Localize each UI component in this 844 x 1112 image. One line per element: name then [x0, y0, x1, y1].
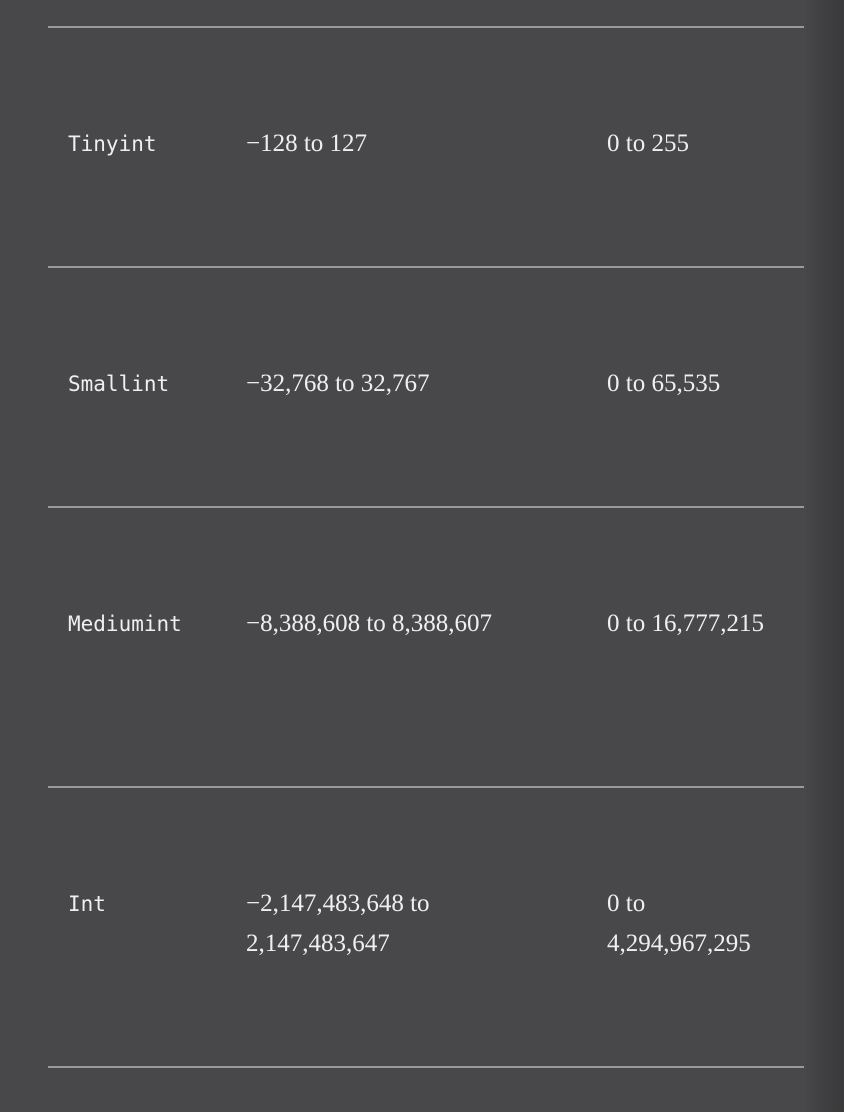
unsigned-range-cell: 0 to 65,535 — [607, 370, 721, 397]
signed-range-cell: −128 to 127 — [246, 130, 368, 157]
signed-range-cell: −8,388,608 to 8,388,607 — [246, 610, 493, 637]
type-cell: Tinyint — [68, 132, 157, 156]
right-edge-shadow — [804, 0, 844, 1112]
signed-range-cell: −32,768 to 32,767 — [246, 370, 430, 397]
unsigned-range-cell: 0 to 16,777,215 — [607, 610, 764, 637]
table-row: Smallint −32,768 to 32,767 0 to 65,535 — [48, 268, 804, 508]
unsigned-range-cell: 0 to 255 — [607, 130, 689, 157]
table-top-rule — [48, 26, 804, 28]
type-cell: Int — [68, 892, 106, 916]
type-cell: Mediumint — [68, 612, 182, 636]
unsigned-range-cell: 0 to 4,294,967,295 — [607, 890, 751, 957]
table-row: Tinyint −128 to 127 0 to 255 — [48, 28, 804, 268]
type-cell: Smallint — [68, 372, 170, 396]
table-row: Mediumint −8,388,608 to 8,388,607 0 to 1… — [48, 508, 804, 788]
signed-range-cell: −2,147,483,648 to 2,147,483,647 — [246, 890, 430, 957]
integer-ranges-table: Tinyint −128 to 127 0 to 255 Smallint −3… — [48, 26, 804, 1068]
table-row: Int −2,147,483,648 to 2,147,483,647 0 to… — [48, 788, 804, 1068]
